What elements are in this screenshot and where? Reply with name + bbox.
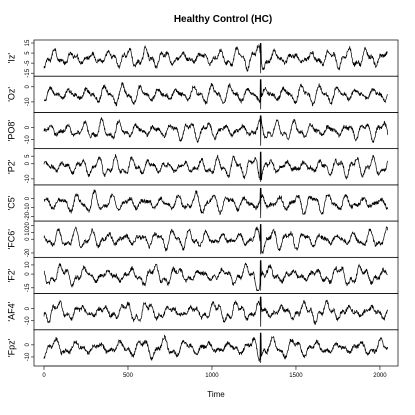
y-tick-label: -10 [25, 97, 31, 106]
channel-label: 'C5' [6, 195, 16, 210]
x-tick-label: 1000 [205, 373, 219, 379]
y-tick-label: -10 [25, 174, 31, 183]
signal-trace [43, 115, 389, 146]
y-tick-label: -5 [25, 60, 31, 66]
y-tick-label: 0 [25, 272, 31, 276]
x-tick-label: 0 [42, 373, 46, 379]
y-tick-label: 10 [25, 228, 31, 235]
x-axis-label: Time [207, 390, 225, 399]
y-tick-label: -20 [25, 248, 31, 257]
signal-trace [43, 151, 389, 182]
signal-trace [43, 296, 389, 327]
y-tick-label: -15 [25, 68, 31, 77]
y-tick-label: 20 [25, 221, 31, 228]
y-tick-label: 0 [25, 84, 31, 88]
panel-frame [33, 112, 399, 150]
panels-group: 15 5 -5 -15 'Iz' 0 -10 'Oz' 0 -10 'PO8' 5 0 -10 'P2' 0 -… [6, 39, 399, 367]
x-axis: 0 500 1000 1500 2000 [42, 365, 387, 379]
y-tick-label: -20 [25, 211, 31, 220]
panel-frame [33, 184, 399, 222]
panel-frame [33, 220, 399, 258]
panel-p2: 5 0 -10 'P2' [6, 148, 399, 186]
channel-label: 'Oz' [6, 87, 16, 102]
panel-po8: 0 -10 'PO8' [6, 112, 399, 150]
signal-trace [43, 42, 388, 74]
channel-label: 'P2' [6, 159, 16, 174]
signal-trace [43, 332, 389, 364]
panel-f2: 10 0 -15 'F2' [6, 256, 399, 294]
signal-trace [43, 224, 389, 255]
channel-label: 'Fpz' [6, 338, 16, 357]
y-tick-label: 10 [25, 261, 31, 268]
y-tick-label: 0 [25, 343, 31, 347]
channel-label: 'PO8' [6, 120, 16, 142]
channel-label: 'AF4' [6, 301, 16, 321]
panel-iz: 15 5 -5 -15 'Iz' [6, 39, 399, 78]
y-tick-label: 0 [25, 306, 31, 310]
x-tick-label: 1500 [289, 373, 303, 379]
channel-label: 'F2' [6, 268, 16, 282]
y-tick-label: 0 [25, 161, 31, 165]
y-tick-label: -10 [25, 135, 31, 144]
signal-trace [43, 187, 389, 219]
y-tick-label: 0 [25, 196, 31, 200]
y-tick-label: 15 [25, 39, 31, 46]
panel-oz: 0 -10 'Oz' [6, 75, 399, 113]
y-tick-label: 0 [25, 125, 31, 129]
channel-label: 'FC6' [6, 229, 16, 250]
y-tick-label: 0 [25, 237, 31, 241]
panel-c5: 0 -10-20 'C5' [6, 184, 399, 222]
x-tick-label: 500 [123, 373, 134, 379]
signal-trace [43, 260, 388, 291]
signal-trace [44, 79, 388, 110]
y-tick-label: -10 [25, 352, 31, 361]
y-tick-label: -15 [25, 283, 31, 292]
x-tick-label: 2000 [373, 373, 387, 379]
y-tick-label: 5 [25, 51, 31, 55]
panel-frame [33, 256, 399, 294]
y-tick-label: -10 [25, 316, 31, 325]
channel-label: 'Iz' [6, 53, 16, 64]
chart-title: Healthy Control (HC) [174, 14, 272, 25]
y-tick-label: -10 [25, 202, 31, 211]
y-tick-label: 5 [25, 154, 31, 158]
panel-fpz: 0 -10 'Fpz' [6, 329, 399, 367]
panel-af4: 0 -10 'AF4' [6, 293, 399, 331]
